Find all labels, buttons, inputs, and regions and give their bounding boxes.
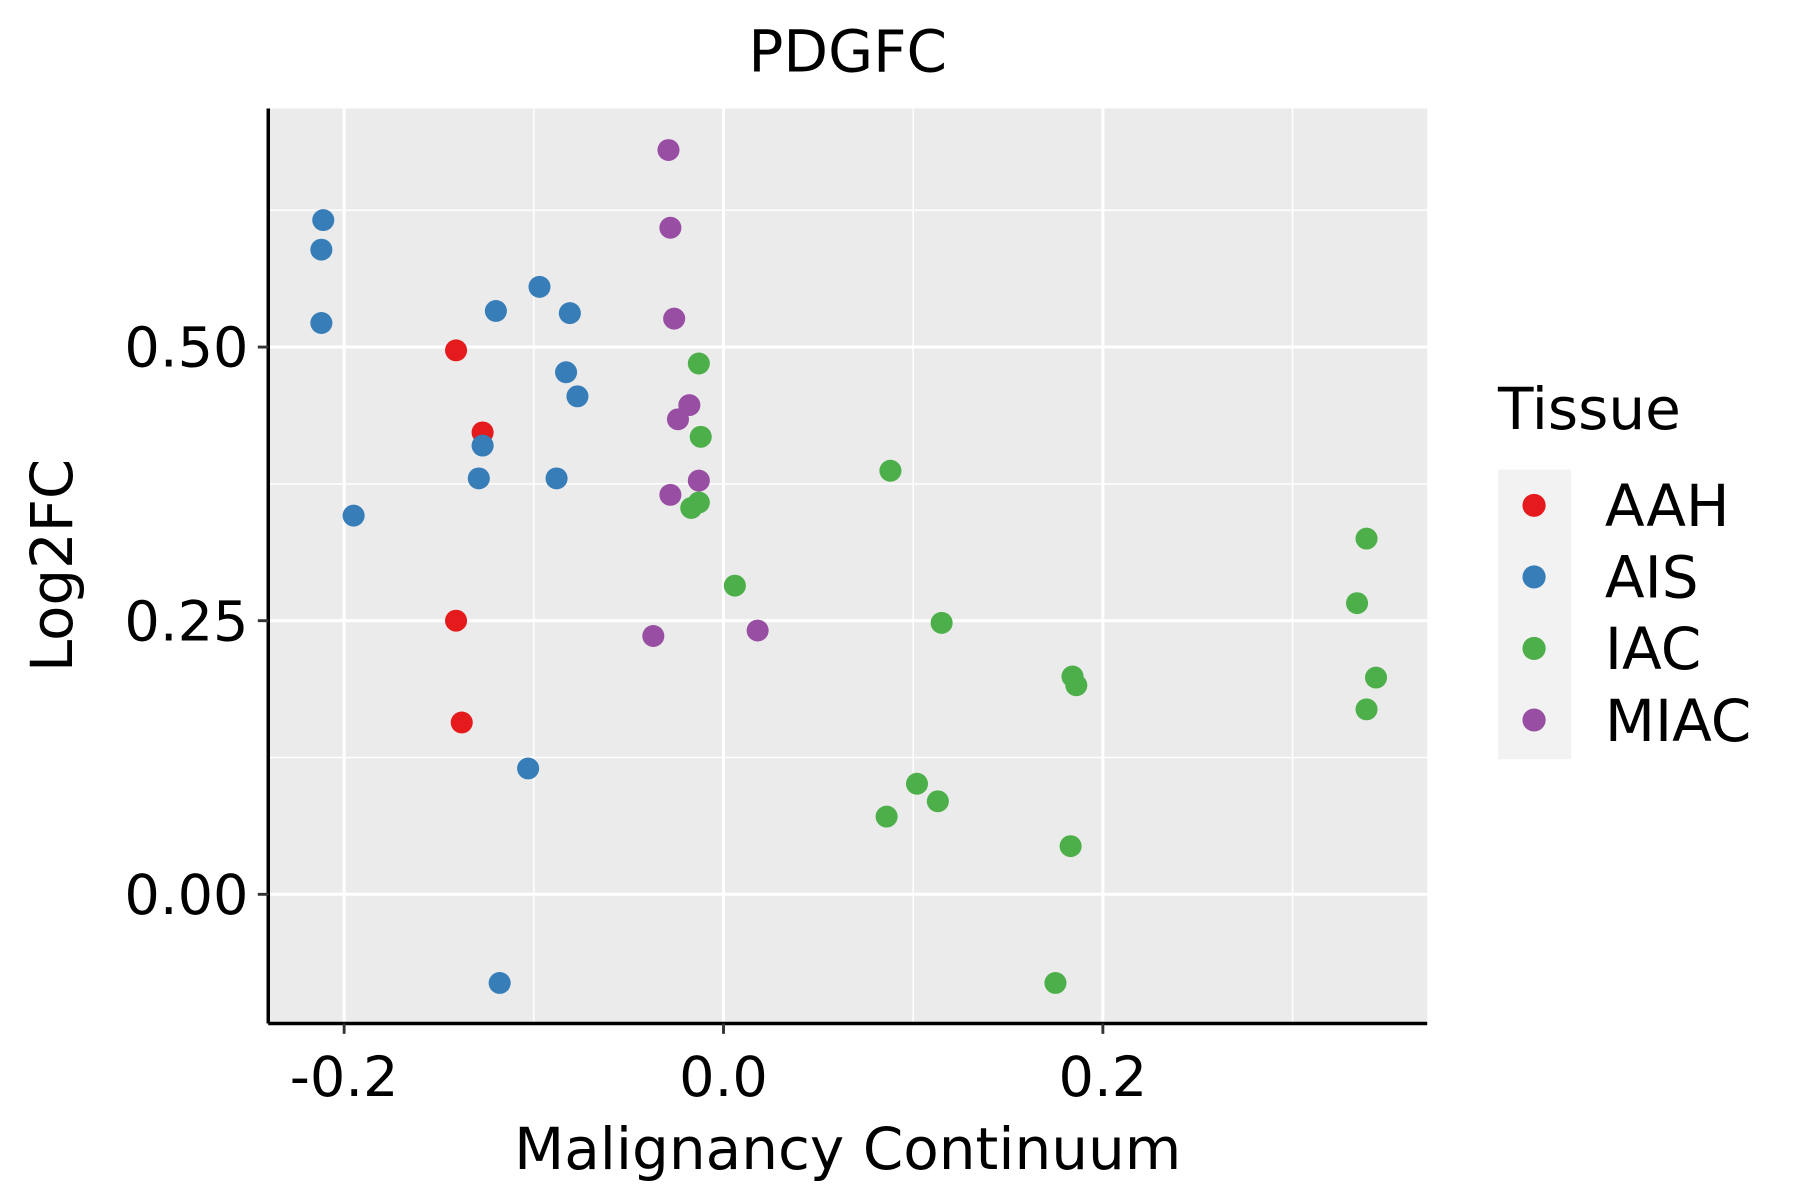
legend-key-miac [1522, 708, 1546, 732]
legend-key-aah [1522, 493, 1546, 517]
x-tick-label: 0.0 [679, 1045, 768, 1110]
point-miac [642, 625, 665, 647]
point-iac [926, 790, 949, 813]
point-miac [666, 408, 690, 431]
x-axis-label: Malignancy Continuum [514, 1115, 1181, 1183]
point-ais [310, 312, 333, 334]
point-ais [467, 467, 490, 490]
legend-label: AAH [1605, 472, 1730, 540]
plot-panel [268, 108, 1428, 1024]
point-iac [905, 772, 929, 795]
point-aah [450, 711, 473, 734]
y-axis-label: Log2FC [18, 459, 86, 672]
point-iac [687, 491, 710, 514]
point-iac [1364, 666, 1388, 689]
point-iac [1346, 592, 1369, 615]
point-iac [1044, 972, 1067, 994]
point-miac [659, 216, 682, 239]
point-iac [1355, 527, 1378, 550]
ticks: -0.2 0.0 0.2 0.00 0.25 0.50 [124, 316, 1147, 1110]
point-ais [528, 275, 551, 298]
point-miac [659, 483, 682, 506]
y-tick-label: 0.50 [124, 316, 248, 381]
point-iac [930, 611, 953, 634]
x-tick-label: 0.2 [1059, 1045, 1148, 1110]
point-iac [1059, 835, 1082, 858]
legend-key-iac [1522, 636, 1546, 660]
point-miac [657, 139, 680, 162]
y-tick-label: 0.25 [124, 589, 248, 654]
legend-label: IAC [1605, 615, 1701, 683]
point-ais [488, 972, 511, 994]
y-tick-label: 0.00 [124, 863, 248, 928]
point-miac [746, 619, 769, 642]
legend-label: MIAC [1605, 687, 1751, 755]
chart-title: PDGFC [748, 18, 947, 86]
legend-label: AIS [1605, 544, 1699, 612]
x-tick-label: -0.2 [290, 1045, 399, 1110]
point-iac [1355, 698, 1378, 721]
point-aah [445, 609, 468, 632]
point-ais [484, 299, 507, 322]
point-ais [471, 434, 494, 457]
point-ais [517, 757, 540, 780]
point-iac [723, 574, 746, 597]
point-iac [879, 459, 902, 482]
point-ais [566, 385, 589, 408]
point-ais [558, 302, 581, 325]
point-miac [663, 307, 686, 330]
point-miac [687, 469, 710, 492]
point-iac [875, 805, 898, 828]
legend-title: Tissue [1497, 375, 1681, 443]
point-ais [310, 238, 333, 261]
legend-key-ais [1522, 565, 1546, 589]
point-ais [545, 467, 568, 490]
point-ais [342, 504, 365, 527]
point-iac [1065, 674, 1088, 697]
point-iac [687, 352, 710, 375]
points [310, 139, 1388, 994]
point-iac [689, 425, 712, 448]
point-aah [445, 339, 468, 362]
point-ais [555, 361, 578, 384]
point-ais [312, 209, 335, 232]
